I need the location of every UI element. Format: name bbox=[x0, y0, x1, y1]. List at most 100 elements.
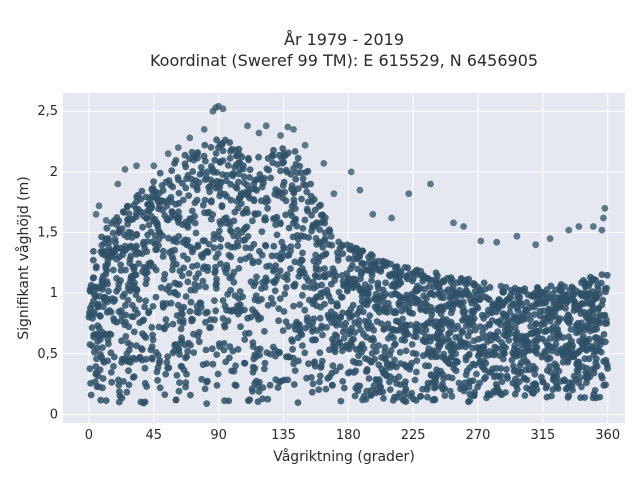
data-point bbox=[224, 290, 232, 298]
data-point bbox=[519, 314, 527, 322]
data-point bbox=[160, 303, 167, 311]
data-point bbox=[363, 367, 371, 375]
data-point bbox=[202, 174, 210, 181]
data-point bbox=[190, 349, 198, 356]
data-point bbox=[200, 250, 208, 257]
data-point bbox=[539, 378, 547, 386]
data-point bbox=[420, 337, 428, 345]
data-point bbox=[579, 332, 587, 340]
data-point bbox=[337, 397, 345, 405]
data-point bbox=[246, 396, 254, 404]
data-point bbox=[513, 232, 521, 240]
data-point bbox=[301, 306, 309, 314]
data-point bbox=[287, 170, 295, 178]
data-point bbox=[413, 357, 421, 364]
data-point bbox=[502, 389, 509, 396]
data-point bbox=[448, 321, 456, 329]
data-point bbox=[512, 331, 520, 338]
data-point bbox=[150, 162, 158, 170]
data-point bbox=[357, 326, 364, 334]
data-point bbox=[309, 327, 316, 335]
data-point bbox=[402, 398, 410, 405]
data-point bbox=[478, 311, 486, 319]
data-point bbox=[347, 305, 355, 313]
data-point bbox=[294, 242, 302, 250]
data-point bbox=[559, 358, 567, 366]
data-point bbox=[289, 233, 297, 241]
data-point bbox=[296, 162, 304, 170]
data-point bbox=[117, 261, 125, 269]
data-point bbox=[577, 394, 584, 401]
data-point bbox=[473, 370, 480, 378]
data-point bbox=[241, 359, 248, 367]
data-point bbox=[104, 257, 112, 264]
data-point bbox=[157, 284, 165, 291]
data-point bbox=[396, 293, 404, 300]
data-point bbox=[184, 347, 192, 355]
data-point bbox=[298, 195, 305, 203]
data-point bbox=[211, 156, 219, 164]
data-point bbox=[119, 208, 127, 216]
data-point bbox=[212, 307, 220, 315]
data-point bbox=[581, 355, 589, 363]
y-tick-label: 1,5 bbox=[37, 226, 58, 241]
data-point bbox=[290, 381, 298, 388]
data-point bbox=[412, 333, 420, 341]
data-point bbox=[279, 327, 287, 334]
data-point bbox=[140, 238, 148, 246]
data-point bbox=[408, 341, 416, 348]
data-point bbox=[394, 393, 402, 401]
data-point bbox=[130, 263, 138, 271]
data-point bbox=[130, 373, 138, 381]
data-point bbox=[593, 339, 601, 347]
data-point bbox=[503, 372, 511, 380]
data-point bbox=[174, 174, 182, 181]
data-point bbox=[171, 246, 179, 254]
data-point bbox=[217, 260, 224, 268]
data-point bbox=[592, 334, 599, 342]
data-point bbox=[191, 212, 199, 220]
data-point bbox=[185, 192, 193, 200]
data-point bbox=[254, 382, 262, 390]
data-point bbox=[301, 283, 308, 291]
data-point bbox=[299, 265, 306, 273]
data-point bbox=[95, 383, 103, 391]
data-point bbox=[126, 259, 134, 267]
data-point bbox=[291, 217, 299, 224]
data-point bbox=[459, 328, 467, 336]
data-point bbox=[598, 301, 606, 309]
data-point bbox=[122, 301, 129, 309]
data-point bbox=[118, 312, 126, 319]
data-point bbox=[391, 356, 398, 364]
data-point bbox=[340, 384, 348, 392]
data-point bbox=[133, 205, 140, 213]
data-point bbox=[235, 303, 243, 310]
data-point bbox=[207, 215, 215, 223]
data-point bbox=[232, 146, 239, 154]
data-point bbox=[436, 321, 444, 329]
data-point bbox=[113, 221, 121, 229]
data-point bbox=[570, 372, 578, 380]
data-point bbox=[131, 279, 139, 287]
data-point bbox=[125, 381, 133, 389]
data-point bbox=[398, 307, 406, 315]
data-point bbox=[258, 296, 265, 303]
data-point bbox=[97, 396, 105, 404]
data-point bbox=[466, 321, 474, 329]
data-point bbox=[335, 238, 343, 246]
data-point bbox=[594, 306, 602, 313]
data-point bbox=[374, 257, 382, 265]
data-point bbox=[267, 174, 275, 182]
data-point bbox=[104, 295, 112, 303]
data-point bbox=[510, 362, 517, 370]
data-point bbox=[384, 320, 392, 328]
data-point bbox=[550, 323, 558, 330]
data-point bbox=[183, 175, 191, 183]
data-point bbox=[379, 257, 387, 265]
data-point bbox=[549, 328, 557, 336]
data-point bbox=[172, 396, 180, 404]
data-point bbox=[317, 289, 325, 297]
data-point bbox=[522, 332, 530, 340]
data-point bbox=[590, 369, 598, 377]
data-point bbox=[449, 293, 456, 301]
